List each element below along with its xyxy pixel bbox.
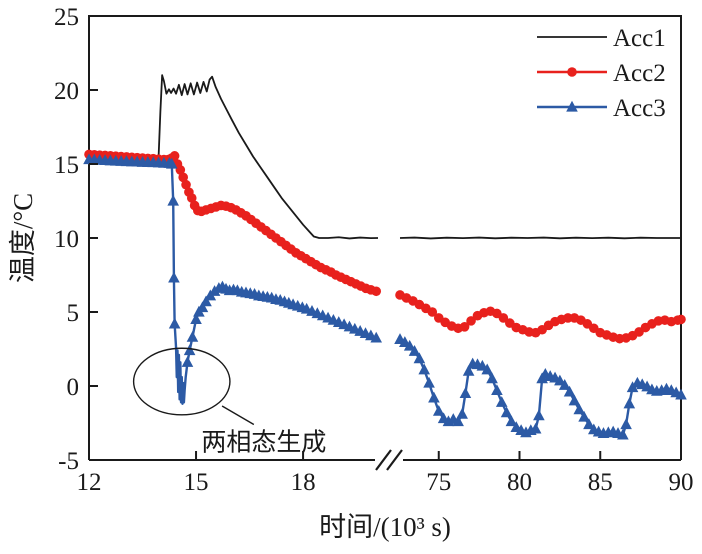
acc3-triangle-marker — [183, 344, 196, 356]
annotation-layer: 两相态生成 — [132, 347, 326, 457]
acc2-circle-marker — [178, 172, 188, 183]
legend: Acc1 Acc2 Acc3 — [537, 25, 666, 122]
acc3-triangle-marker — [370, 331, 383, 343]
acc3-triangle-marker — [200, 295, 212, 307]
acc3-triangle-marker — [403, 339, 416, 351]
acc2-circle-marker — [181, 179, 191, 190]
acc2-circle-marker — [175, 165, 186, 175]
series-acc3-line — [88, 158, 377, 405]
acc2-circle-marker — [466, 316, 476, 326]
annotation-leader-line — [221, 405, 255, 426]
y-axis-title: 温度/°C — [8, 193, 38, 283]
legend-item-acc1: Acc1 — [537, 25, 666, 52]
acc3-triangle-marker — [418, 363, 431, 375]
acc3-triangle-marker — [462, 365, 475, 376]
acc3-triangle-marker — [566, 100, 578, 112]
legend-label: Acc3 — [613, 95, 666, 122]
y-tick-label: 15 — [54, 152, 79, 179]
acc3-triangle-marker — [529, 422, 542, 434]
acc3-triangle-marker — [675, 388, 687, 400]
axis-break — [375, 446, 403, 474]
acc3-triangle-marker — [573, 403, 586, 415]
x-tick-label: 85 — [588, 469, 613, 496]
acc3-triangle-marker — [452, 415, 464, 427]
x-tick-label: 80 — [507, 469, 532, 496]
acc3-triangle-marker — [167, 194, 180, 206]
x-tick-label: 15 — [184, 469, 209, 496]
acc3-triangle-marker — [623, 397, 636, 409]
acc3-triangle-marker — [568, 394, 581, 406]
acc3-triangle-marker — [408, 345, 421, 356]
acc3-triangle-marker — [491, 384, 503, 396]
acc3-triangle-marker — [578, 410, 590, 422]
legend-label: Acc1 — [613, 25, 666, 52]
acc3-triangle-marker — [620, 418, 632, 430]
axis-break-gap — [375, 446, 403, 474]
acc3-triangle-marker — [558, 379, 571, 390]
acc3-triangle-marker — [533, 409, 545, 421]
y-tick-label: 0 — [67, 374, 80, 401]
y-tick-label: -5 — [58, 448, 79, 475]
acc3-triangle-marker — [428, 391, 440, 403]
acc3-triangle-marker — [413, 352, 426, 364]
acc3-triangle-marker — [186, 330, 199, 342]
series-acc3 — [83, 153, 687, 440]
annotation-ellipse — [132, 347, 231, 416]
x-tick-label: 18 — [291, 469, 316, 496]
series-layer — [83, 74, 687, 440]
acc3-triangle-marker — [500, 406, 513, 418]
break-slash-2 — [386, 449, 403, 471]
break-slash-1 — [375, 449, 392, 471]
y-tick-label: 10 — [54, 226, 79, 253]
x-axis-title: 时间/(10³ s) — [319, 512, 451, 542]
x-tick-label: 12 — [77, 469, 102, 496]
acc3-triangle-marker — [459, 387, 472, 398]
acc2-circle-marker — [567, 67, 577, 77]
acc2-circle-marker — [459, 322, 470, 332]
acc3-triangle-marker — [165, 157, 178, 169]
x-tick-label: 75 — [426, 469, 451, 496]
acc3-triangle-marker — [181, 356, 194, 367]
acc3-triangle-marker — [423, 376, 435, 388]
y-tick-label: 20 — [54, 78, 79, 105]
acc3-triangle-marker — [583, 418, 595, 430]
acc3-triangle-marker — [196, 301, 209, 313]
annotation-text: 两相态生成 — [201, 429, 326, 457]
x-tick-label: 90 — [669, 469, 694, 496]
y-tick-label: 25 — [54, 4, 79, 31]
acc2-circle-marker — [169, 151, 180, 161]
acc3-triangle-marker — [617, 428, 629, 440]
acc3-triangle-marker — [190, 313, 202, 324]
legend-item-acc2: Acc2 — [537, 60, 666, 87]
acc2-circle-marker — [371, 286, 382, 297]
acc3-triangle-marker — [168, 271, 180, 283]
acc2-circle-marker — [427, 307, 438, 317]
legend-label: Acc2 — [613, 60, 666, 87]
y-tick-label: 5 — [67, 300, 80, 327]
acc2-circle-marker — [676, 314, 686, 325]
series-acc1-line — [88, 74, 379, 240]
acc3-triangle-marker — [456, 407, 468, 419]
acc3-triangle-marker — [432, 404, 445, 416]
ticks-layer: -5 0 5 10 15 20 25 12 15 18 75 80 85 90 — [54, 4, 694, 496]
acc3-triangle-marker — [486, 372, 498, 384]
acc3-triangle-marker — [495, 396, 508, 407]
acc3-triangle-marker — [563, 385, 576, 397]
series-acc1 — [88, 74, 681, 240]
legend-item-acc3: Acc3 — [537, 95, 666, 122]
acc2-circle-marker — [186, 193, 197, 203]
acc3-triangle-marker — [168, 317, 181, 329]
acc3-triangle-marker — [505, 415, 518, 427]
series-acc1-line — [399, 236, 681, 240]
acc2-circle-marker — [498, 313, 509, 323]
acc3-triangle-marker — [481, 363, 494, 375]
